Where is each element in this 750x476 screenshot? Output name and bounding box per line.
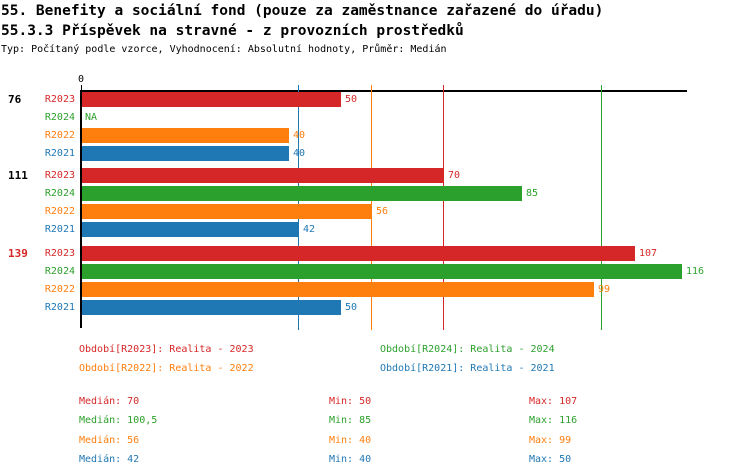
bar-value-label: 40 — [293, 130, 306, 141]
legend-item-2021]: Období[R2021]: Realita - 2021 — [380, 363, 555, 374]
median-line-r2024 — [601, 85, 602, 330]
stat-min: Min: 50 — [329, 396, 372, 407]
row-label-r2023: R2023 — [44, 170, 75, 181]
report-title-line-1: 55. Benefity a sociální fond (pouze za z… — [1, 3, 604, 19]
bar-r2024 — [82, 186, 522, 201]
na-label: NA — [85, 112, 98, 123]
row-label-r2022: R2022 — [44, 206, 75, 217]
x-axis-zero-label: 0 — [77, 74, 85, 85]
bar-value-label: 85 — [526, 188, 539, 199]
legend-item-2022]: Období[R2022]: Realita - 2022 — [79, 363, 254, 374]
group-label: 111 — [8, 169, 28, 182]
row-label-r2023: R2023 — [44, 94, 75, 105]
stats-panel: Medián: 70 Min: 50 Max: 107 Medián: 100,5 Mi… — [0, 390, 750, 476]
bar-value-label: 107 — [639, 248, 658, 259]
bar-value-label: 42 — [303, 224, 316, 235]
stat-min: Min: 85 — [329, 415, 372, 426]
row-label-r2021: R2021 — [44, 302, 75, 313]
bar-r2021 — [82, 300, 341, 315]
bar-value-label: 50 — [345, 94, 358, 105]
bar-r2021 — [82, 146, 289, 161]
bar-r2024 — [82, 264, 682, 279]
row-label-r2022: R2022 — [44, 284, 75, 295]
row-label-r2024: R2024 — [44, 188, 75, 199]
chart-area: 0 76 R2023 50 R2024 NA R2022 40 R2021 40 111 R2023… — [8, 74, 705, 330]
x-axis-line — [81, 90, 687, 92]
row-label-r2023: R2023 — [44, 248, 75, 259]
bar-r2022 — [82, 282, 594, 297]
y-axis-line — [80, 90, 82, 328]
bar-value-label: 116 — [686, 266, 705, 277]
stat-min: Min: 40 — [329, 454, 372, 465]
bar-r2022 — [82, 204, 372, 219]
stat-median: Medián: 70 — [79, 396, 140, 407]
row-label-r2024: R2024 — [44, 266, 75, 277]
stat-max: Max: 116 — [529, 415, 578, 426]
bar-value-label: 40 — [293, 148, 306, 159]
stat-max: Max: 99 — [529, 435, 572, 446]
report-title-line-2: 55.3.3 Příspěvek na stravné - z provozní… — [1, 23, 464, 39]
report-subtitle: Typ: Počítaný podle vzorce, Vyhodnocení:… — [1, 44, 447, 55]
bar-r2023 — [82, 92, 341, 107]
bar-r2021 — [82, 222, 299, 237]
bar-r2022 — [82, 128, 289, 143]
row-label-r2021: R2021 — [44, 148, 75, 159]
legend: Období[R2023]: Realita - 2023 Období[R202… — [0, 338, 750, 382]
bar-value-label: 50 — [345, 302, 358, 313]
row-label-r2022: R2022 — [44, 130, 75, 141]
bar-r2023 — [82, 246, 635, 261]
stat-max: Max: 50 — [529, 454, 572, 465]
group-label: 139 — [8, 247, 28, 260]
stat-median: Medián: 42 — [79, 454, 140, 465]
median-line-r2023 — [443, 85, 444, 330]
row-label-r2024: R2024 — [44, 112, 75, 123]
bar-r2023 — [82, 168, 444, 183]
bar-value-label: 70 — [448, 170, 461, 181]
bar-value-label: 56 — [376, 206, 389, 217]
legend-item-2024]: Období[R2024]: Realita - 2024 — [380, 344, 555, 355]
stat-median: Medián: 56 — [79, 435, 140, 446]
group-label: 76 — [8, 93, 22, 106]
stat-median: Medián: 100,5 — [79, 415, 158, 426]
legend-item-2023]: Období[R2023]: Realita - 2023 — [79, 344, 254, 355]
row-label-r2021: R2021 — [44, 224, 75, 235]
bar-value-label: 99 — [598, 284, 611, 295]
x-axis-zero-tick — [81, 85, 82, 90]
stat-min: Min: 40 — [329, 435, 372, 446]
stat-max: Max: 107 — [529, 396, 578, 407]
